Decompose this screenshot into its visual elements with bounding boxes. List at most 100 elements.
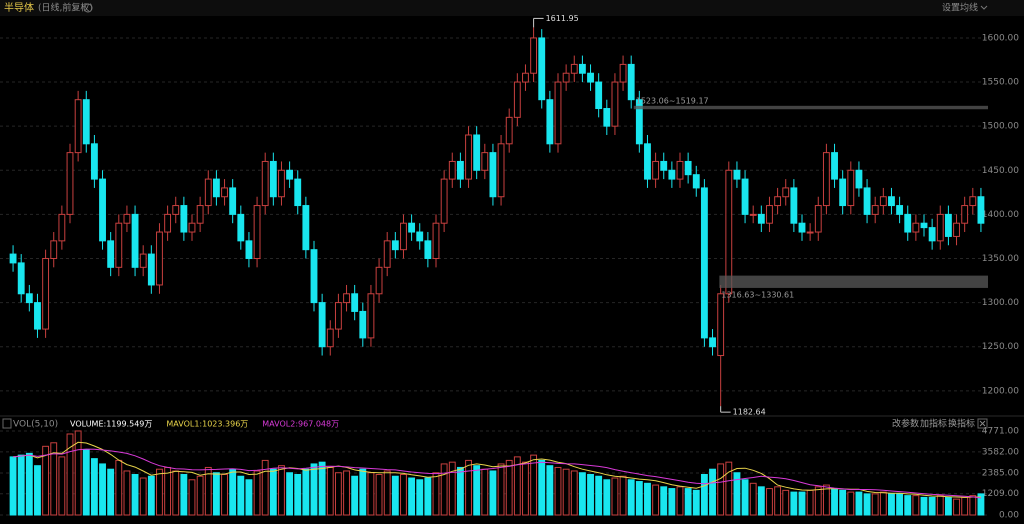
volume-bar [229,468,237,516]
volume-bar [147,475,155,516]
volume-bar [310,463,318,516]
candle-body [351,293,359,312]
candle-body [50,240,58,259]
volume-bar [554,466,562,516]
candle-body [578,63,586,74]
volume-bar [139,477,147,516]
legend-entry: MAVOL1:1023.396万 [166,420,248,429]
candle-body [34,302,41,330]
candle-body [17,262,25,295]
volume-bar [814,486,822,516]
candle-body [717,293,725,357]
indicator-button[interactable]: 换指标 [948,418,975,430]
volume-bar [587,473,594,516]
candle-body [725,169,733,295]
candle-body [156,231,163,286]
dropdown-icon [980,5,988,10]
candle-body [635,99,643,145]
candle-body [302,205,310,251]
candle-body [245,240,253,259]
indicator-button[interactable]: 改参数 [892,418,919,430]
candle-body [944,213,952,237]
volume-bar [172,470,180,516]
volume-bar [261,459,269,516]
help-icon[interactable] [2,418,12,429]
annotation-label: 1611.95 [546,14,579,23]
volume-bar [644,482,651,516]
candle-body [465,134,472,180]
volume-bar [34,465,41,516]
y-tick-label: 1400.00 [982,210,1019,220]
volume-bar [294,473,302,516]
candle-body [644,143,651,180]
candle-body [115,222,123,268]
candle-body [456,160,464,180]
volume-bar [855,491,863,516]
candle-body [278,169,285,198]
candle-body [261,160,269,207]
candle-body [530,37,538,74]
volume-bar [204,466,212,516]
y-tick-label: 3582.00 [982,447,1019,457]
indicator-button[interactable]: 加指标 [920,418,947,430]
volume-bar [416,479,424,516]
volume-bar [774,486,782,516]
candle-body [896,205,904,215]
candle-body [416,231,424,242]
volume-bar [530,454,538,516]
candle-body [74,99,82,154]
y-tick-label: 1600.00 [982,33,1019,43]
close-icon[interactable] [977,418,988,429]
candle-body [757,213,765,224]
candle-body [782,187,790,198]
candle-body [855,169,863,189]
volume-bar [164,466,172,516]
volume-bar [692,489,700,516]
volume-bar [115,459,123,516]
volume-bar [749,482,757,516]
ma-settings[interactable]: 设置均线 [942,2,978,14]
ma-line [13,448,981,499]
candle-body [554,81,562,145]
candle-body [733,169,741,180]
volume-bar [888,493,895,516]
y-tick-label: 1450.00 [982,166,1019,176]
volume-bar [871,493,879,516]
candle-body [806,231,814,234]
y-tick-label: 1250.00 [982,342,1019,352]
candle-body [204,178,212,207]
volume-bar [953,498,960,516]
candle-body [424,240,432,259]
volume-bar [546,465,554,516]
candle-body [164,213,172,233]
volume-bar [107,468,115,516]
chart-title: 半导体 [4,1,34,14]
candle-body [953,222,960,237]
candle-body [253,205,261,259]
volume-bar [269,468,277,516]
candle-body [318,302,326,348]
volume-bar [245,479,253,516]
candle-body [497,143,505,198]
candle-body [660,160,668,171]
settings-icon[interactable] [83,3,93,13]
volume-bar [351,475,359,516]
candle-body [383,240,391,268]
candle-body [82,99,90,145]
ma-line [13,441,981,498]
candle-body [814,205,822,233]
candle-body [839,178,847,207]
candle-body [269,160,277,198]
y-tick-label: 2385.00 [982,468,1019,478]
volume-bar [99,463,106,516]
price-zone [633,105,988,110]
y-tick-label: 1300.00 [982,298,1019,308]
candle-body [9,253,17,264]
candle-body [212,178,220,198]
volume-bar [74,430,82,516]
candle-body [879,196,887,207]
volume-bar [424,477,432,516]
volume-bar [278,465,285,516]
